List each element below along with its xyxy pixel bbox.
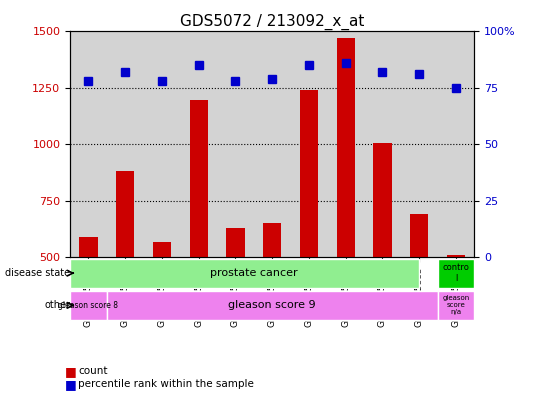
- Bar: [70, 31, 107, 257]
- Bar: [373, 143, 392, 257]
- Bar: [364, 31, 401, 257]
- Bar: [107, 31, 143, 257]
- Bar: [438, 31, 474, 257]
- Text: ■: ■: [65, 365, 77, 378]
- FancyBboxPatch shape: [107, 291, 438, 320]
- Text: gleason score 9: gleason score 9: [229, 300, 316, 310]
- Bar: [181, 31, 217, 257]
- Bar: [254, 31, 291, 257]
- Bar: [336, 38, 355, 257]
- Text: percentile rank within the sample: percentile rank within the sample: [78, 379, 254, 389]
- Bar: [116, 171, 134, 257]
- Bar: [410, 214, 429, 257]
- Text: contro
l: contro l: [443, 263, 469, 283]
- Text: gleason score 8: gleason score 8: [58, 301, 119, 310]
- FancyBboxPatch shape: [70, 291, 107, 320]
- Bar: [79, 237, 98, 257]
- Bar: [153, 242, 171, 257]
- FancyBboxPatch shape: [70, 259, 419, 288]
- Bar: [300, 90, 318, 257]
- FancyBboxPatch shape: [438, 291, 474, 320]
- Bar: [143, 31, 181, 257]
- Text: disease state: disease state: [5, 268, 70, 278]
- FancyBboxPatch shape: [438, 259, 474, 288]
- Text: other: other: [44, 300, 70, 310]
- Title: GDS5072 / 213092_x_at: GDS5072 / 213092_x_at: [180, 14, 364, 30]
- Bar: [447, 255, 465, 257]
- Bar: [217, 31, 254, 257]
- Text: prostate cancer: prostate cancer: [210, 268, 298, 278]
- Bar: [226, 228, 245, 257]
- Bar: [327, 31, 364, 257]
- Text: count: count: [78, 366, 108, 376]
- Bar: [401, 31, 438, 257]
- Text: gleason
score
n/a: gleason score n/a: [443, 296, 469, 315]
- Bar: [263, 223, 281, 257]
- Bar: [291, 31, 327, 257]
- Bar: [190, 100, 208, 257]
- Text: ■: ■: [65, 378, 77, 391]
